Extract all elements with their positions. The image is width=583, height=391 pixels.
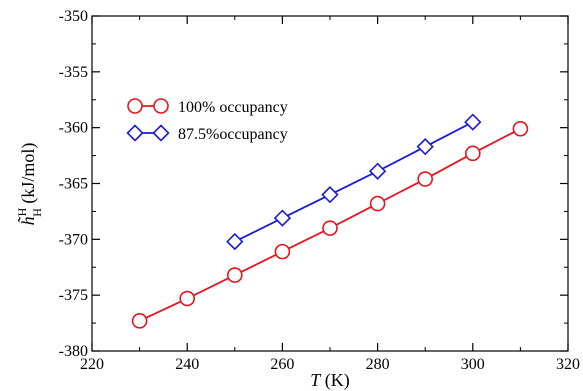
data-point xyxy=(179,290,195,307)
x-tick-label: 320 xyxy=(556,356,580,373)
x-tick-label: 280 xyxy=(366,356,390,373)
x-tick-label: 300 xyxy=(461,356,485,373)
y-axis-title-symbol: h̃ xyxy=(17,216,38,226)
data-point xyxy=(368,162,387,180)
data-point xyxy=(512,120,529,137)
axis-tick-labels: 220 240 260 280 300 320 -380 -375 -370 -365 -360 -3… xyxy=(59,8,580,373)
legend-marker-right xyxy=(153,98,169,114)
y-tick-label: -380 xyxy=(59,343,88,360)
plot-frame xyxy=(91,15,569,352)
data-point xyxy=(131,313,148,329)
y-axis-title-unit: (kJ/mol) xyxy=(18,143,39,209)
x-axis-title-variable: T xyxy=(310,370,322,390)
data-point xyxy=(321,186,339,204)
legend-entry: 100% occupancy xyxy=(127,98,288,116)
y-tick-label: -370 xyxy=(59,231,88,248)
data-point xyxy=(322,220,338,236)
legend-label: 87.5%occupancy xyxy=(178,126,288,143)
y-axis-title-superscript: H xyxy=(15,207,29,216)
y-axis-title: h̃HH (kJ/mol) xyxy=(15,143,44,226)
data-point xyxy=(226,232,244,251)
y-tick-label: -365 xyxy=(59,176,88,193)
data-point xyxy=(274,243,291,260)
x-axis-title: T (K) xyxy=(310,370,350,391)
series-2 xyxy=(226,113,482,251)
x-axis-title-unit: (K) xyxy=(320,370,350,391)
axis-ticks xyxy=(91,15,569,352)
y-tick-label: -360 xyxy=(59,120,88,137)
data-point xyxy=(464,113,482,131)
series-layer xyxy=(131,113,529,329)
legend-marker-right xyxy=(152,124,170,142)
x-tick-label: 220 xyxy=(80,356,104,373)
series-1 xyxy=(131,120,529,329)
x-tick-label: 240 xyxy=(175,356,199,373)
legend-marker-left xyxy=(126,124,144,142)
y-tick-label: -350 xyxy=(59,8,88,25)
legend-entry: 87.5%occupancy xyxy=(126,124,288,143)
legend-marker-left xyxy=(127,98,143,114)
y-axis-title-subscript: H xyxy=(30,208,44,217)
y-tick-label: -375 xyxy=(59,287,88,304)
series-line xyxy=(234,121,474,243)
data-point xyxy=(273,209,292,227)
x-tick-label: 260 xyxy=(270,356,294,373)
legend: 100% occupancy 87.5%occupancy xyxy=(126,98,288,143)
data-point xyxy=(227,267,243,283)
legend-label: 100% occupancy xyxy=(178,99,288,116)
data-point xyxy=(369,195,386,212)
data-point xyxy=(417,171,434,187)
y-tick-label: -355 xyxy=(59,64,88,81)
data-point xyxy=(464,145,481,162)
data-point xyxy=(416,138,434,156)
